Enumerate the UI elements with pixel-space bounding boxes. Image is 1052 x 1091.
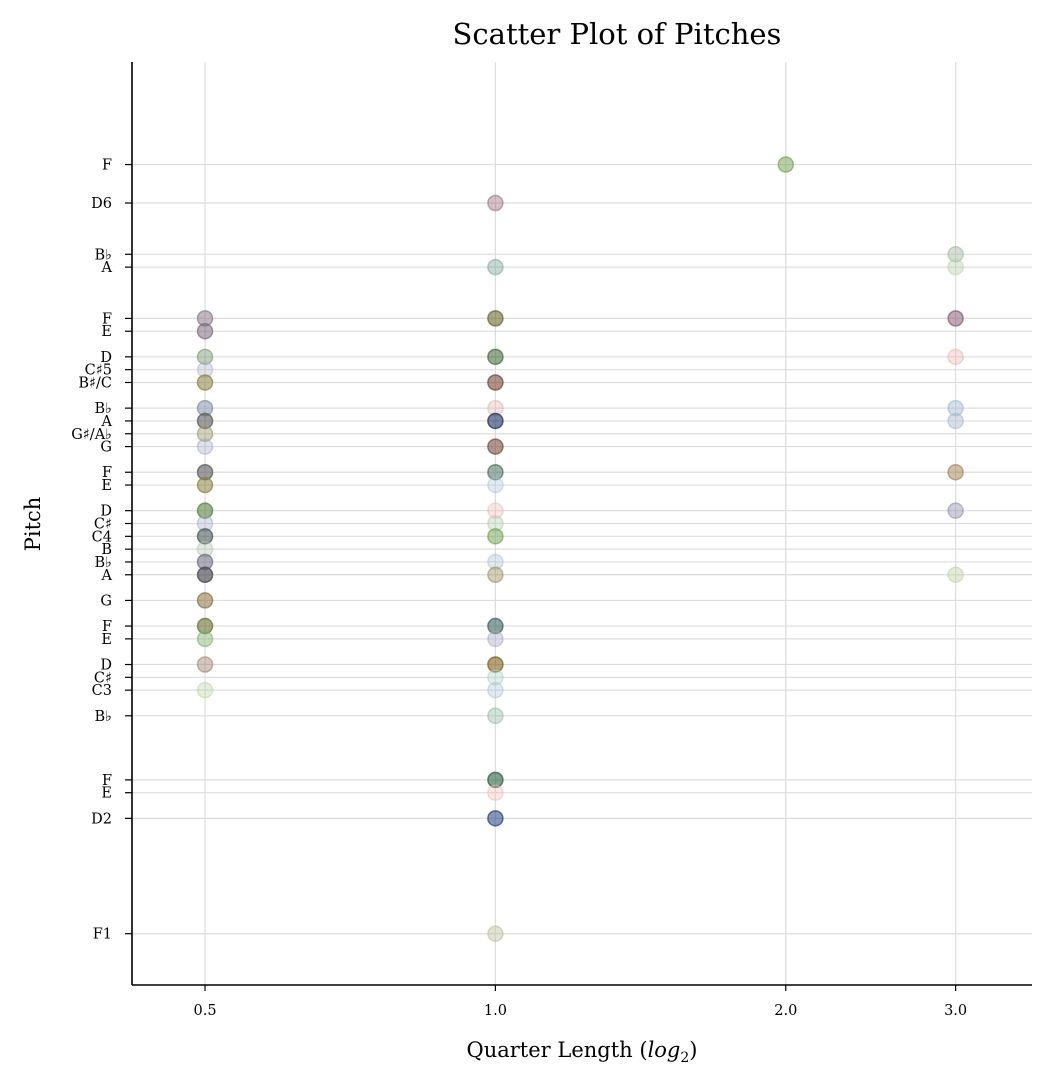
- scatter-point: [487, 630, 504, 648]
- y-tick-label: B♭: [95, 555, 113, 571]
- y-tick-label: B: [101, 542, 112, 558]
- scatter-point: [487, 502, 504, 519]
- scatter-point: [947, 566, 964, 584]
- scatter-point: [196, 566, 214, 584]
- y-tick-label: B♯/C: [78, 375, 112, 391]
- y-tick-label: A: [101, 414, 113, 430]
- scatter-point: [196, 592, 214, 609]
- y-tick-label: A: [101, 260, 113, 276]
- x-tick-label: 3.0: [944, 1003, 967, 1019]
- y-tick-label: C4: [92, 529, 112, 545]
- x-axis-label-main: Quarter Length (: [467, 1038, 648, 1062]
- scatter-point: [487, 669, 504, 686]
- y-tick-label: B♭: [95, 401, 113, 417]
- y-tick-label: F1: [93, 927, 112, 943]
- scatter-point: [487, 810, 504, 827]
- data-points: [196, 156, 964, 942]
- scatter-point: [947, 246, 964, 263]
- y-tick-label: F: [102, 465, 112, 481]
- scatter-point: [487, 412, 504, 430]
- chart-title: Scatter Plot of Pitches: [453, 17, 782, 51]
- scatter-point: [487, 463, 504, 481]
- y-tick-label: C♯: [94, 517, 112, 533]
- y-tick-label: G: [100, 593, 112, 609]
- scatter-point: [947, 310, 964, 327]
- y-tick-label: E: [101, 786, 112, 802]
- y-tick-label: G♯/A♭: [71, 427, 112, 443]
- scatter-point: [487, 438, 504, 455]
- scatter-point: [487, 258, 504, 276]
- scatter-point: [487, 310, 504, 327]
- x-axis-label: Quarter Length (log2): [467, 1038, 698, 1066]
- y-tick-label: D6: [91, 196, 112, 212]
- x-tick-label: 2.0: [774, 1003, 797, 1019]
- y-tick-label: D: [100, 350, 112, 366]
- scatter-point: [196, 476, 214, 494]
- scatter-point: [196, 681, 214, 699]
- scatter-point: [196, 322, 214, 340]
- scatter-point: [487, 566, 504, 584]
- y-tick-label: E: [101, 478, 112, 494]
- scatter-point: [196, 412, 214, 430]
- scatter-point: [947, 399, 964, 417]
- scatter-point: [487, 771, 504, 789]
- y-tick-label: C3: [92, 683, 112, 699]
- x-ticks: 0.5 1.0 2.0 3.0: [194, 985, 967, 1019]
- scatter-point: [487, 617, 504, 635]
- y-axis-label: Pitch: [21, 497, 45, 552]
- scatter-point: [196, 656, 214, 673]
- x-axis-label-sub: 2: [680, 1050, 689, 1066]
- scatter-point: [196, 528, 214, 545]
- x-tick-label: 1.0: [484, 1003, 507, 1019]
- scatter-point: [947, 502, 964, 519]
- scatter-point: [947, 348, 964, 366]
- y-ticks: F1D2EFB♭C3C♯DEFGAB♭BC4C♯DEFGG♯/A♭AB♭B♯/C…: [71, 158, 132, 943]
- y-tick-label: D: [100, 504, 112, 520]
- scatter-point: [487, 553, 504, 571]
- scatter-point: [487, 528, 504, 545]
- y-tick-label: E: [101, 632, 112, 648]
- scatter-point: [196, 617, 214, 635]
- x-axis-label-close: ): [689, 1038, 697, 1062]
- scatter-point: [487, 681, 504, 699]
- y-tick-label: A: [101, 568, 113, 584]
- scatter-point: [947, 412, 964, 430]
- scatter-point: [487, 374, 504, 391]
- scatter-point: [777, 156, 795, 173]
- y-tick-label: F: [102, 773, 112, 789]
- x-tick-label: 0.5: [194, 1003, 217, 1019]
- y-tick-label: D2: [91, 811, 112, 827]
- scatter-point: [196, 630, 214, 648]
- scatter-point: [487, 656, 504, 673]
- y-tick-label: E: [101, 324, 112, 340]
- scatter-point: [487, 476, 504, 494]
- scatter-point: [487, 784, 504, 801]
- y-tick-label: C♯: [94, 670, 112, 686]
- y-tick-label: F: [102, 619, 112, 635]
- scatter-point: [487, 707, 504, 725]
- y-tick-label: B♭: [95, 709, 113, 725]
- y-tick-label: F: [102, 158, 112, 174]
- grid-lines: [132, 62, 1032, 985]
- y-tick-label: G: [100, 440, 112, 456]
- scatter-point: [196, 502, 214, 519]
- y-tick-label: C♯5: [85, 363, 112, 379]
- scatter-point: [196, 425, 214, 443]
- scatter-point: [196, 438, 214, 455]
- y-tick-label: F: [102, 311, 112, 327]
- scatter-point: [947, 463, 964, 481]
- x-axis-label-log: log: [648, 1038, 681, 1062]
- y-tick-label: B♭: [95, 247, 113, 263]
- scatter-point: [196, 348, 214, 366]
- y-tick-label: D: [100, 658, 112, 674]
- scatter-point: [947, 258, 964, 276]
- scatter-point: [196, 374, 214, 391]
- scatter-point: [487, 348, 504, 366]
- scatter-point: [487, 925, 504, 942]
- scatter-point: [487, 194, 504, 212]
